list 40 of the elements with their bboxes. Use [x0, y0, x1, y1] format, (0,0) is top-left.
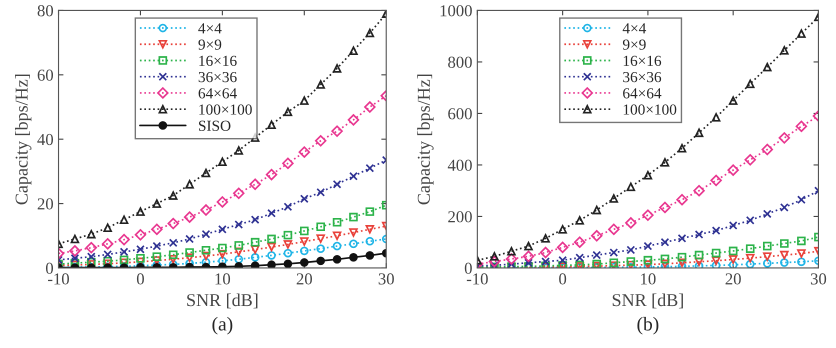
y-tick-label: 60 [38, 70, 54, 81]
x-tick-label: 0 [136, 273, 144, 285]
legend-label: 100×100 [624, 104, 676, 115]
y-tick-label: 600 [448, 108, 472, 120]
legend-label: 36×36 [198, 72, 237, 82]
x-axis-title: SNR [dB] [612, 293, 683, 308]
legend-label: 4×4 [198, 23, 222, 34]
text: (a) [212, 316, 232, 335]
x-tick-label: 10 [216, 273, 230, 285]
y-tick-label: 0 [46, 262, 54, 274]
legend-label: 100×100 [199, 104, 252, 115]
y-tick-label: 80 [38, 5, 54, 16]
y-axis-title: Capacity [bps/Hz] [417, 74, 434, 204]
legend-label: 4×4 [622, 23, 646, 34]
x-tick-label: 20 [726, 273, 741, 285]
y-tick-label: 1000 [440, 5, 472, 16]
legend-label: 16×16 [624, 56, 662, 66]
legend-label: SISO [198, 120, 230, 131]
x-tick-label: 20 [296, 273, 312, 285]
y-tick-label: 20 [38, 198, 54, 210]
legend-label: 16×16 [199, 56, 237, 66]
legend-label: 64×64 [623, 88, 662, 98]
y-tick-label: 400 [448, 160, 472, 171]
legend-label: 36×36 [623, 72, 662, 82]
y-tick-label: 200 [448, 211, 472, 222]
x-axis-title: SNR [dB] [187, 293, 258, 308]
x-tick-label: -10 [466, 273, 488, 285]
x-tick-label: -10 [48, 273, 69, 285]
legend-label: 9×9 [198, 39, 222, 50]
y-tick-label: 0 [464, 262, 472, 274]
y-axis-title: Capacity [bps/Hz] [15, 74, 32, 204]
y-tick-label: 40 [37, 134, 54, 146]
text: (b) [637, 316, 658, 335]
y-tick-label: 800 [448, 56, 472, 68]
x-tick-label: 30 [810, 273, 826, 285]
x-tick-label: 0 [559, 273, 566, 285]
x-tick-label: 10 [641, 273, 656, 285]
legend-label: 64×64 [198, 88, 237, 98]
x-tick-label: 30 [378, 273, 394, 285]
legend-label: 9×9 [622, 39, 646, 50]
